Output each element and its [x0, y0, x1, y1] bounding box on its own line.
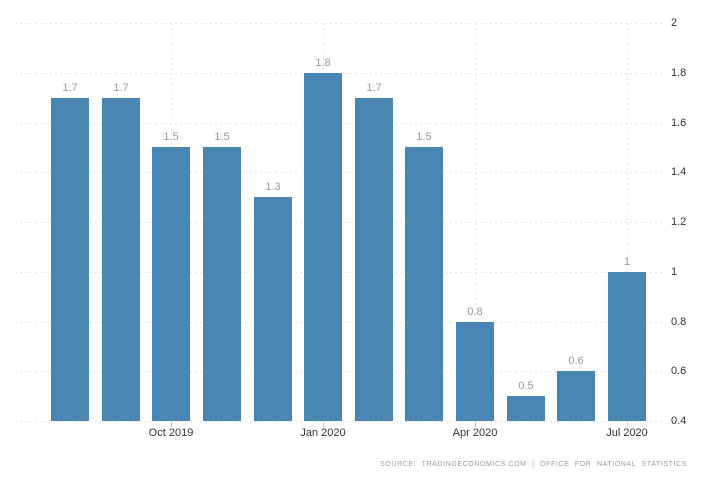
bar[interactable]: [254, 197, 292, 421]
y-axis-tick-label: 1.6: [671, 116, 687, 129]
y-axis-tick-label: 1.2: [671, 216, 687, 228]
v-gridline: [475, 23, 476, 421]
bar[interactable]: [304, 72, 342, 421]
x-axis-tick: [627, 421, 628, 427]
bar[interactable]: [203, 147, 241, 421]
bar[interactable]: [355, 97, 393, 421]
bar-value-label: 1.7: [113, 81, 129, 94]
bar[interactable]: [51, 97, 89, 421]
bar[interactable]: [608, 271, 646, 421]
bar[interactable]: [557, 371, 595, 421]
y-axis-tick-label: 0.4: [671, 415, 687, 427]
h-gridline: [15, 421, 663, 422]
y-axis-tick-label: 1: [671, 265, 678, 278]
bar-value-label: 0.5: [518, 380, 534, 393]
h-gridline: [15, 23, 663, 24]
bar-value-label: 1.7: [366, 81, 382, 94]
bar[interactable]: [102, 97, 140, 421]
y-axis-tick-label: 1.4: [671, 166, 687, 179]
plot-area: 1.7 1.7 1.5 1.5 1.3 1.8 1.7 1.5 0.8 0.5 0.6 1: [15, 23, 663, 422]
bar-value-label: 1.5: [214, 131, 230, 144]
bar-value-label: 1.5: [416, 131, 432, 144]
bar-value-label: 0.6: [568, 355, 584, 368]
x-axis-tick: [171, 421, 172, 427]
bar[interactable]: [456, 321, 494, 421]
bar[interactable]: [405, 147, 443, 421]
x-axis-tick-label: Jul 2020: [606, 427, 648, 439]
y-axis-tick-label: 0.8: [671, 315, 687, 328]
bar[interactable]: [152, 147, 190, 421]
x-axis-tick-label: Jan 2020: [300, 427, 346, 439]
source-note: SOURCE: TRADINGECONOMICS.COM | OFFICE FO…: [380, 461, 687, 468]
bar-value-label: 1.5: [163, 131, 179, 144]
y-axis-tick-label: 1.8: [671, 66, 687, 79]
v-gridline: [627, 23, 628, 421]
x-axis-tick: [475, 421, 476, 427]
x-axis-tick-label: Oct 2019: [148, 427, 194, 439]
bar-value-label: 1: [623, 255, 631, 268]
bar[interactable]: [507, 396, 545, 421]
y-axis-tick-label: 2: [671, 17, 678, 29]
bar-value-label: 1.3: [265, 181, 281, 194]
x-axis-tick-label: Apr 2020: [452, 427, 498, 439]
bar-value-label: 0.8: [467, 305, 483, 318]
y-axis-tick-label: 0.6: [671, 365, 687, 378]
bar-value-label: 1.7: [62, 81, 78, 94]
x-axis-tick: [323, 421, 324, 427]
bar-value-label: 1.8: [315, 56, 331, 69]
